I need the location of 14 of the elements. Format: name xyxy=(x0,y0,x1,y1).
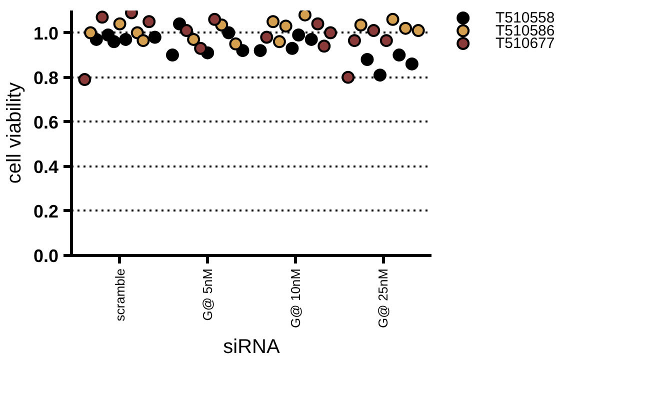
y-tick-label: 0.6 xyxy=(33,112,59,132)
x-tick-label: G@ 5nM xyxy=(200,268,216,321)
y-tick-label: 0.0 xyxy=(33,246,59,266)
legend-label: T510677 xyxy=(496,35,555,52)
x-tick-label: G@ 10nM xyxy=(288,268,303,328)
y-tick-label: 0.8 xyxy=(33,68,59,88)
x-tick-label: G@ 25nM xyxy=(376,268,391,328)
y-axis-title: cell viability xyxy=(3,82,26,184)
y-tick-label: 1.0 xyxy=(33,23,59,44)
y-tick-label: 0.2 xyxy=(33,201,59,222)
y-tick-label: 0.4 xyxy=(33,156,59,177)
x-axis-title: siRNA xyxy=(223,336,280,358)
x-tick-label: scramble xyxy=(112,268,128,322)
legend-label: T510558 xyxy=(496,10,555,26)
